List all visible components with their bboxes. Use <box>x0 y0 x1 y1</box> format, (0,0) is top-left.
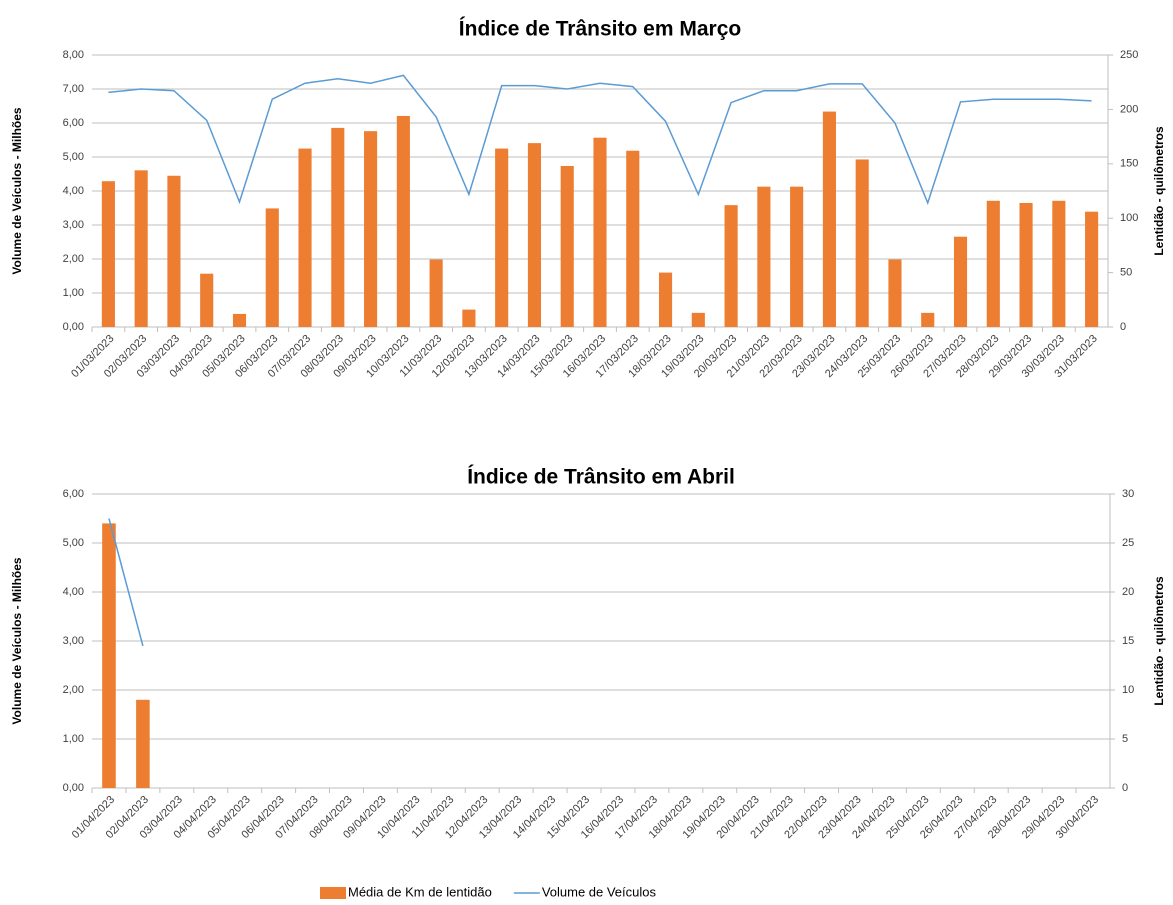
legend-label: Média de Km de lentidão <box>348 884 492 899</box>
y2-tick-label: 0 <box>1122 782 1128 794</box>
bar <box>1085 211 1099 327</box>
bar <box>331 127 345 328</box>
y-axis-title: Volume de Veículos - Milhões <box>10 107 24 274</box>
y2-tick-label: 20 <box>1122 586 1134 598</box>
bar <box>200 273 214 327</box>
bar <box>136 699 150 788</box>
y2-axis-title: Lentidão - quilômetros <box>1152 126 1166 256</box>
bar <box>888 259 902 327</box>
y2-axis-title: Lentidão - quilômetros <box>1152 576 1166 706</box>
y-tick-label: 8,00 <box>63 49 84 61</box>
bar <box>167 175 181 327</box>
bar <box>1052 200 1066 327</box>
y2-tick-label: 200 <box>1120 103 1138 115</box>
bar <box>462 309 476 327</box>
y2-tick-label: 25 <box>1122 537 1134 549</box>
y2-tick-label: 5 <box>1122 733 1128 745</box>
bar <box>396 115 410 327</box>
y-tick-label: 5,00 <box>63 537 84 549</box>
line <box>108 518 144 647</box>
bar <box>724 205 738 327</box>
y-tick-label: 3,00 <box>63 635 84 647</box>
bar <box>658 272 673 327</box>
y2-tick-label: 50 <box>1120 267 1132 279</box>
bar <box>1019 202 1033 327</box>
y2-tick-label: 100 <box>1120 212 1138 224</box>
bar <box>265 208 279 327</box>
bar <box>790 186 804 327</box>
chart-title: Índice de Trânsito em Março <box>459 18 741 41</box>
bar <box>560 165 574 327</box>
bar <box>101 181 115 327</box>
legend-swatch <box>320 887 346 899</box>
y-tick-label: 4,00 <box>63 185 84 197</box>
y-axis-title: Volume de Veículos - Milhões <box>10 557 24 724</box>
y-tick-label: 5,00 <box>63 151 84 163</box>
y-tick-label: 3,00 <box>63 219 84 231</box>
bar <box>855 159 869 327</box>
bar <box>626 150 640 327</box>
bar <box>527 143 542 327</box>
y-tick-label: 0,00 <box>63 321 84 333</box>
bar <box>953 236 968 327</box>
bar <box>593 137 607 327</box>
bar <box>757 186 771 327</box>
bar <box>364 131 378 327</box>
bar <box>102 523 116 788</box>
y-tick-label: 7,00 <box>63 83 84 95</box>
y2-tick-label: 250 <box>1120 49 1138 61</box>
bar <box>986 200 1000 327</box>
y-tick-label: 0,00 <box>63 782 84 794</box>
y2-tick-label: 0 <box>1120 321 1126 333</box>
chart-title: Índice de Trânsito em Abril <box>467 466 735 489</box>
bar <box>232 313 247 327</box>
y-tick-label: 1,00 <box>63 733 84 745</box>
y-tick-label: 2,00 <box>63 684 84 696</box>
y-tick-label: 2,00 <box>63 253 84 265</box>
bar <box>822 111 836 328</box>
bar <box>691 312 705 327</box>
y-tick-label: 1,00 <box>63 287 84 299</box>
bar <box>429 259 443 327</box>
bar <box>134 170 148 327</box>
legend-label: Volume de Veículos <box>542 884 657 899</box>
y-tick-label: 6,00 <box>63 117 84 129</box>
y2-tick-label: 30 <box>1122 488 1134 500</box>
bar <box>921 312 935 327</box>
y2-tick-label: 150 <box>1120 158 1138 170</box>
y2-tick-label: 10 <box>1122 684 1134 696</box>
y-tick-label: 6,00 <box>63 488 84 500</box>
bar <box>495 148 509 327</box>
bar <box>298 148 312 327</box>
y-tick-label: 4,00 <box>63 586 84 598</box>
y2-tick-label: 15 <box>1122 635 1134 647</box>
line <box>108 74 1092 206</box>
